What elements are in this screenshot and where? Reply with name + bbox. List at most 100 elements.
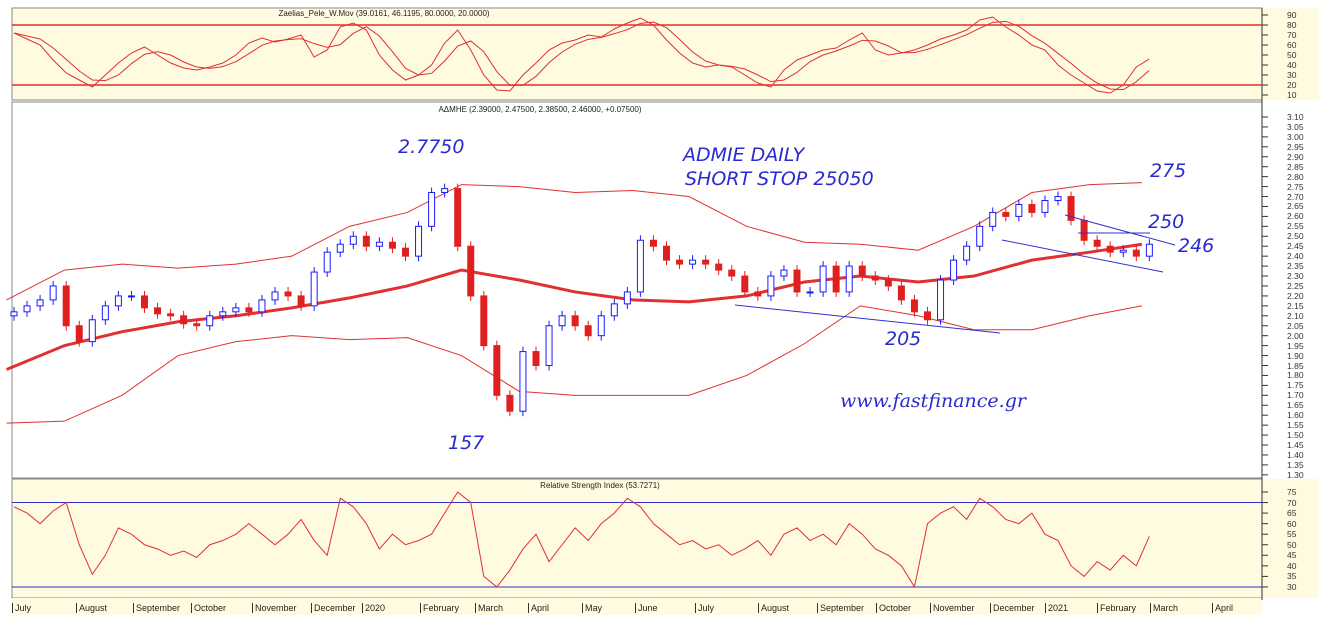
oscillator-y-tick: 20 xyxy=(1287,80,1297,90)
candle-body xyxy=(532,351,540,367)
bollinger-lower-band xyxy=(6,305,1142,424)
trendline xyxy=(734,304,1001,334)
oscillator-slow-line xyxy=(13,20,1150,91)
rsi-y-tick: 75 xyxy=(1287,487,1297,497)
oscillator-y-tick: 80 xyxy=(1287,20,1297,30)
rsi-y-tick: 45 xyxy=(1287,550,1297,561)
candle-body xyxy=(897,285,905,301)
candle-body xyxy=(402,247,409,257)
candle-body xyxy=(349,235,357,245)
price-y-tick: 3.10 xyxy=(1287,112,1304,122)
oscillator-y-tick: 60 xyxy=(1287,40,1297,50)
price-y-tick: 2.00 xyxy=(1287,330,1304,341)
candle-body xyxy=(663,245,670,261)
price-y-tick: 2.10 xyxy=(1287,310,1304,321)
candle-body xyxy=(963,245,971,261)
x-axis-month-label: March xyxy=(1150,603,1178,613)
price-y-tick: 3.00 xyxy=(1287,131,1304,142)
candle-body xyxy=(1080,219,1088,241)
price-y-tick: 1.70 xyxy=(1287,390,1304,401)
rsi-y-tick: 30 xyxy=(1287,581,1297,592)
oscillator-axis-bg xyxy=(1262,8,1319,100)
price-y-tick: 1.95 xyxy=(1287,340,1304,351)
candle-body xyxy=(114,295,122,307)
price-y-tick: 2.95 xyxy=(1287,141,1304,152)
x-axis-month-label: February xyxy=(1097,603,1136,613)
candle-body xyxy=(976,225,984,247)
candle-body xyxy=(1067,196,1075,221)
candle-body xyxy=(702,259,710,265)
candle-body xyxy=(258,299,266,313)
candle-body xyxy=(49,285,57,301)
candle-body xyxy=(950,259,958,281)
rsi-y-tick: 50 xyxy=(1287,539,1297,550)
price-y-tick: 1.50 xyxy=(1287,430,1304,441)
candle-body xyxy=(754,291,762,297)
candle-body xyxy=(206,315,214,327)
candle-body xyxy=(937,279,945,321)
price-y-tick: 2.45 xyxy=(1287,241,1304,252)
candle-body xyxy=(232,307,240,313)
candle-body xyxy=(454,188,462,247)
candle-body xyxy=(219,311,227,317)
oscillator-title: Zaelias_Pele_W.Mov (39.0161, 46.1195, 80… xyxy=(278,9,490,18)
candle-body xyxy=(36,299,44,307)
annotation-246: 246 xyxy=(1178,235,1215,257)
x-axis-month-label: November xyxy=(252,603,297,613)
bollinger-upper-band xyxy=(6,182,1142,301)
x-axis-month-label: 2021 xyxy=(1045,603,1068,613)
price-y-tick: 2.75 xyxy=(1287,181,1304,192)
x-axis-month-label: June xyxy=(635,603,658,613)
price-y-tick: 2.15 xyxy=(1287,300,1304,311)
rsi-y-tick: 55 xyxy=(1287,529,1297,540)
candle-body xyxy=(689,259,697,265)
oscillator-y-tick: 30 xyxy=(1287,70,1297,80)
rsi-y-tick: 60 xyxy=(1287,518,1297,529)
rsi-title: Relative Strength Index (53.7271) xyxy=(540,481,660,490)
candle-body xyxy=(297,295,305,307)
candle-body xyxy=(10,311,18,317)
x-axis-month-label: February xyxy=(420,603,459,613)
candle-body xyxy=(62,285,70,327)
candle-body xyxy=(610,303,618,317)
x-axis-month-label: May xyxy=(582,603,602,613)
x-axis-month-label: September xyxy=(133,603,180,613)
candle-body xyxy=(793,269,801,293)
candle-body xyxy=(728,269,736,277)
candle-body xyxy=(558,315,566,327)
x-axis-month-label: October xyxy=(191,603,226,613)
candle-body xyxy=(767,275,775,297)
annotation-website: www.fastfinance.gr xyxy=(840,390,1026,412)
annotation-205: 205 xyxy=(885,328,922,350)
candle-body xyxy=(428,192,436,227)
x-axis-month-label: March xyxy=(475,603,503,613)
candle-body xyxy=(545,325,553,366)
candle-body xyxy=(676,259,684,265)
oscillator-y-tick: 50 xyxy=(1287,50,1297,60)
annotation-250: 250 xyxy=(1148,211,1185,233)
price-y-tick: 2.80 xyxy=(1287,171,1304,182)
x-axis-month-label: December xyxy=(311,603,356,613)
price-y-tick: 1.75 xyxy=(1287,380,1304,391)
price-y-tick: 3.05 xyxy=(1287,121,1304,132)
rsi-y-tick: 70 xyxy=(1287,497,1297,508)
candle-body xyxy=(584,325,592,337)
candle-body xyxy=(571,315,579,327)
price-y-tick: 2.85 xyxy=(1287,161,1304,172)
candle-body xyxy=(636,239,644,293)
candle-body xyxy=(1119,249,1127,253)
candle-body xyxy=(741,275,749,293)
rsi-line xyxy=(13,491,1150,589)
x-axis-month-label: September xyxy=(817,603,864,613)
price-y-tick: 2.60 xyxy=(1287,211,1304,222)
price-y-tick: 1.65 xyxy=(1287,400,1304,411)
price-y-tick: 2.65 xyxy=(1287,201,1304,212)
x-axis-bg xyxy=(12,598,1262,615)
annotation-157: 157 xyxy=(448,432,485,454)
candle-body xyxy=(858,265,866,277)
candle-body xyxy=(845,265,853,293)
price-y-tick: 2.05 xyxy=(1287,320,1304,331)
candle-body xyxy=(23,305,31,313)
